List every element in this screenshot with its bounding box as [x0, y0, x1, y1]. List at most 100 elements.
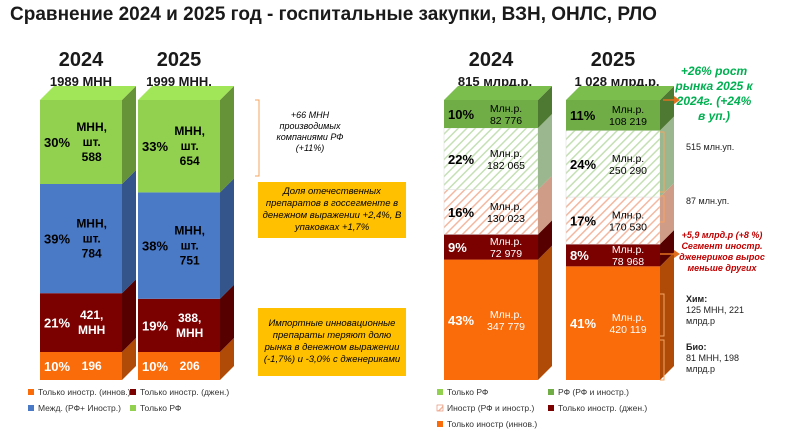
bar-side — [220, 86, 234, 193]
bar-segment: 22% Млн.р.182 065 — [443, 114, 552, 190]
percent-label: 16% — [448, 205, 474, 220]
legend-label: РФ (РФ и иностр.) — [558, 387, 629, 397]
percent-label: 8% — [570, 248, 589, 263]
value-label: 82 776 — [490, 115, 522, 127]
value-label: Млн.р. — [612, 210, 644, 222]
bar-top — [40, 86, 136, 100]
bar-segment: 19% 388,МНН — [138, 284, 234, 352]
bar-side — [220, 284, 234, 352]
bar-face — [443, 189, 539, 235]
percent-label: 30% — [44, 135, 70, 150]
value-label: 784 — [82, 247, 102, 261]
legend-item: Только иностр (иннов.) — [437, 419, 537, 429]
legend-label: Только иностр. (джен.) — [558, 403, 647, 413]
legend-swatch — [436, 404, 444, 412]
percent-label: 9% — [448, 240, 467, 255]
him-title: Хим: — [686, 294, 708, 304]
legend-swatch — [28, 389, 34, 395]
value-label: 250 290 — [609, 165, 647, 177]
bar-segment: 33% МНН,шт.654 — [138, 86, 234, 193]
bar-segment: 11% Млн.р.108 219 — [566, 86, 674, 131]
bar-top — [566, 86, 674, 100]
bar-side — [220, 178, 234, 299]
value-label: 206 — [180, 359, 200, 373]
legend-item: Только иностр. (джен.) — [548, 403, 647, 413]
value-label: Млн.р. — [490, 201, 522, 213]
percent-label: 33% — [142, 139, 168, 154]
value-label: Млн.р. — [612, 104, 644, 116]
legend-label: Только иностр. (джен.) — [140, 387, 229, 397]
percent-label: 43% — [448, 313, 474, 328]
percent-label: 24% — [570, 157, 596, 172]
percent-label: 11% — [570, 108, 596, 123]
legend-label: Только иностр (иннов.) — [447, 419, 537, 429]
value-label: 751 — [180, 254, 200, 268]
legend-swatch — [437, 421, 443, 427]
bar-face — [138, 100, 220, 193]
bio-title: Био: — [686, 342, 707, 352]
value-label: шт. — [181, 139, 199, 153]
category-label: 2025 — [591, 49, 636, 71]
total-label: 1 028 млрд.р. — [574, 74, 659, 89]
value-label: 196 — [82, 359, 102, 373]
legend-swatch — [130, 389, 136, 395]
bar-segment: 38% МНН,шт.751 — [138, 178, 234, 299]
bar-side — [538, 175, 552, 235]
legend-item: Только иностр. (иннов.) — [28, 387, 131, 397]
bar-side — [660, 116, 674, 198]
bar-face — [444, 234, 538, 260]
percent-label: 17% — [570, 214, 596, 229]
value-label: МНН, — [174, 124, 205, 138]
bracket — [660, 293, 665, 337]
category-label: 2024 — [59, 49, 104, 71]
note-box-top: Доля отечественных препаратов в госсегме… — [258, 182, 406, 238]
legend-swatch — [437, 389, 443, 395]
bar-top — [444, 86, 552, 100]
value-label: МНН, — [76, 120, 107, 134]
legend-swatch — [130, 405, 136, 411]
legend-label: Только РФ — [447, 387, 488, 397]
legend-item: Только РФ — [437, 387, 488, 397]
bar-side — [122, 170, 136, 294]
value-label: шт. — [83, 232, 101, 246]
red-note-arrow-head — [674, 250, 680, 258]
bar-face — [565, 130, 661, 198]
percent-label: 10% — [142, 359, 168, 374]
value-label: МНН — [78, 323, 105, 337]
bio-body: 81 МНН, 198 млрд.р — [686, 353, 740, 374]
note-515: 515 млн.уп. — [686, 142, 735, 152]
legend-item: Только иностр. (джен.) — [130, 387, 229, 397]
bar-segment: 16% Млн.р.130 023 — [443, 175, 552, 235]
bar-face — [138, 352, 220, 380]
bar-face — [138, 298, 220, 352]
bar-side — [538, 245, 552, 380]
red-note: +5,9 млрд.р (+8 %) Сегмент иностр. джене… — [679, 230, 765, 273]
percent-label: 10% — [448, 107, 474, 122]
bar-segment: 17% Млн.р.170 530 — [565, 183, 674, 245]
bar-face — [565, 196, 661, 245]
total-label: 1989 МНН — [50, 74, 112, 89]
total-label: 1999 МНН. — [146, 74, 212, 89]
note-box-bottom: Импортные инновационные препараты теряют… — [258, 308, 406, 376]
value-label: Млн.р. — [612, 153, 644, 165]
percent-label: 19% — [142, 318, 168, 333]
value-label: 130 023 — [487, 213, 525, 225]
value-label: 654 — [180, 154, 200, 168]
category-label: 2025 — [157, 49, 202, 71]
value-label: Млн.р. — [612, 244, 644, 256]
bar-face — [444, 100, 538, 128]
bar-face — [138, 192, 220, 299]
bracket — [660, 131, 665, 193]
bar-side — [122, 279, 136, 352]
bar-side — [122, 86, 136, 184]
bar-segment: 41% Млн.р.420 119 — [566, 252, 674, 380]
value-label: 78 968 — [612, 256, 644, 268]
legend-swatch — [28, 405, 34, 411]
bar-stack-0-2025: 2025 1999 МНН. 10% 206 19%388,МНН38%МНН,шт.7… — [138, 49, 234, 380]
bar-face — [566, 100, 660, 131]
value-label: 108 219 — [609, 116, 647, 128]
bar-face — [40, 352, 122, 380]
value-label: Млн.р. — [612, 312, 644, 324]
